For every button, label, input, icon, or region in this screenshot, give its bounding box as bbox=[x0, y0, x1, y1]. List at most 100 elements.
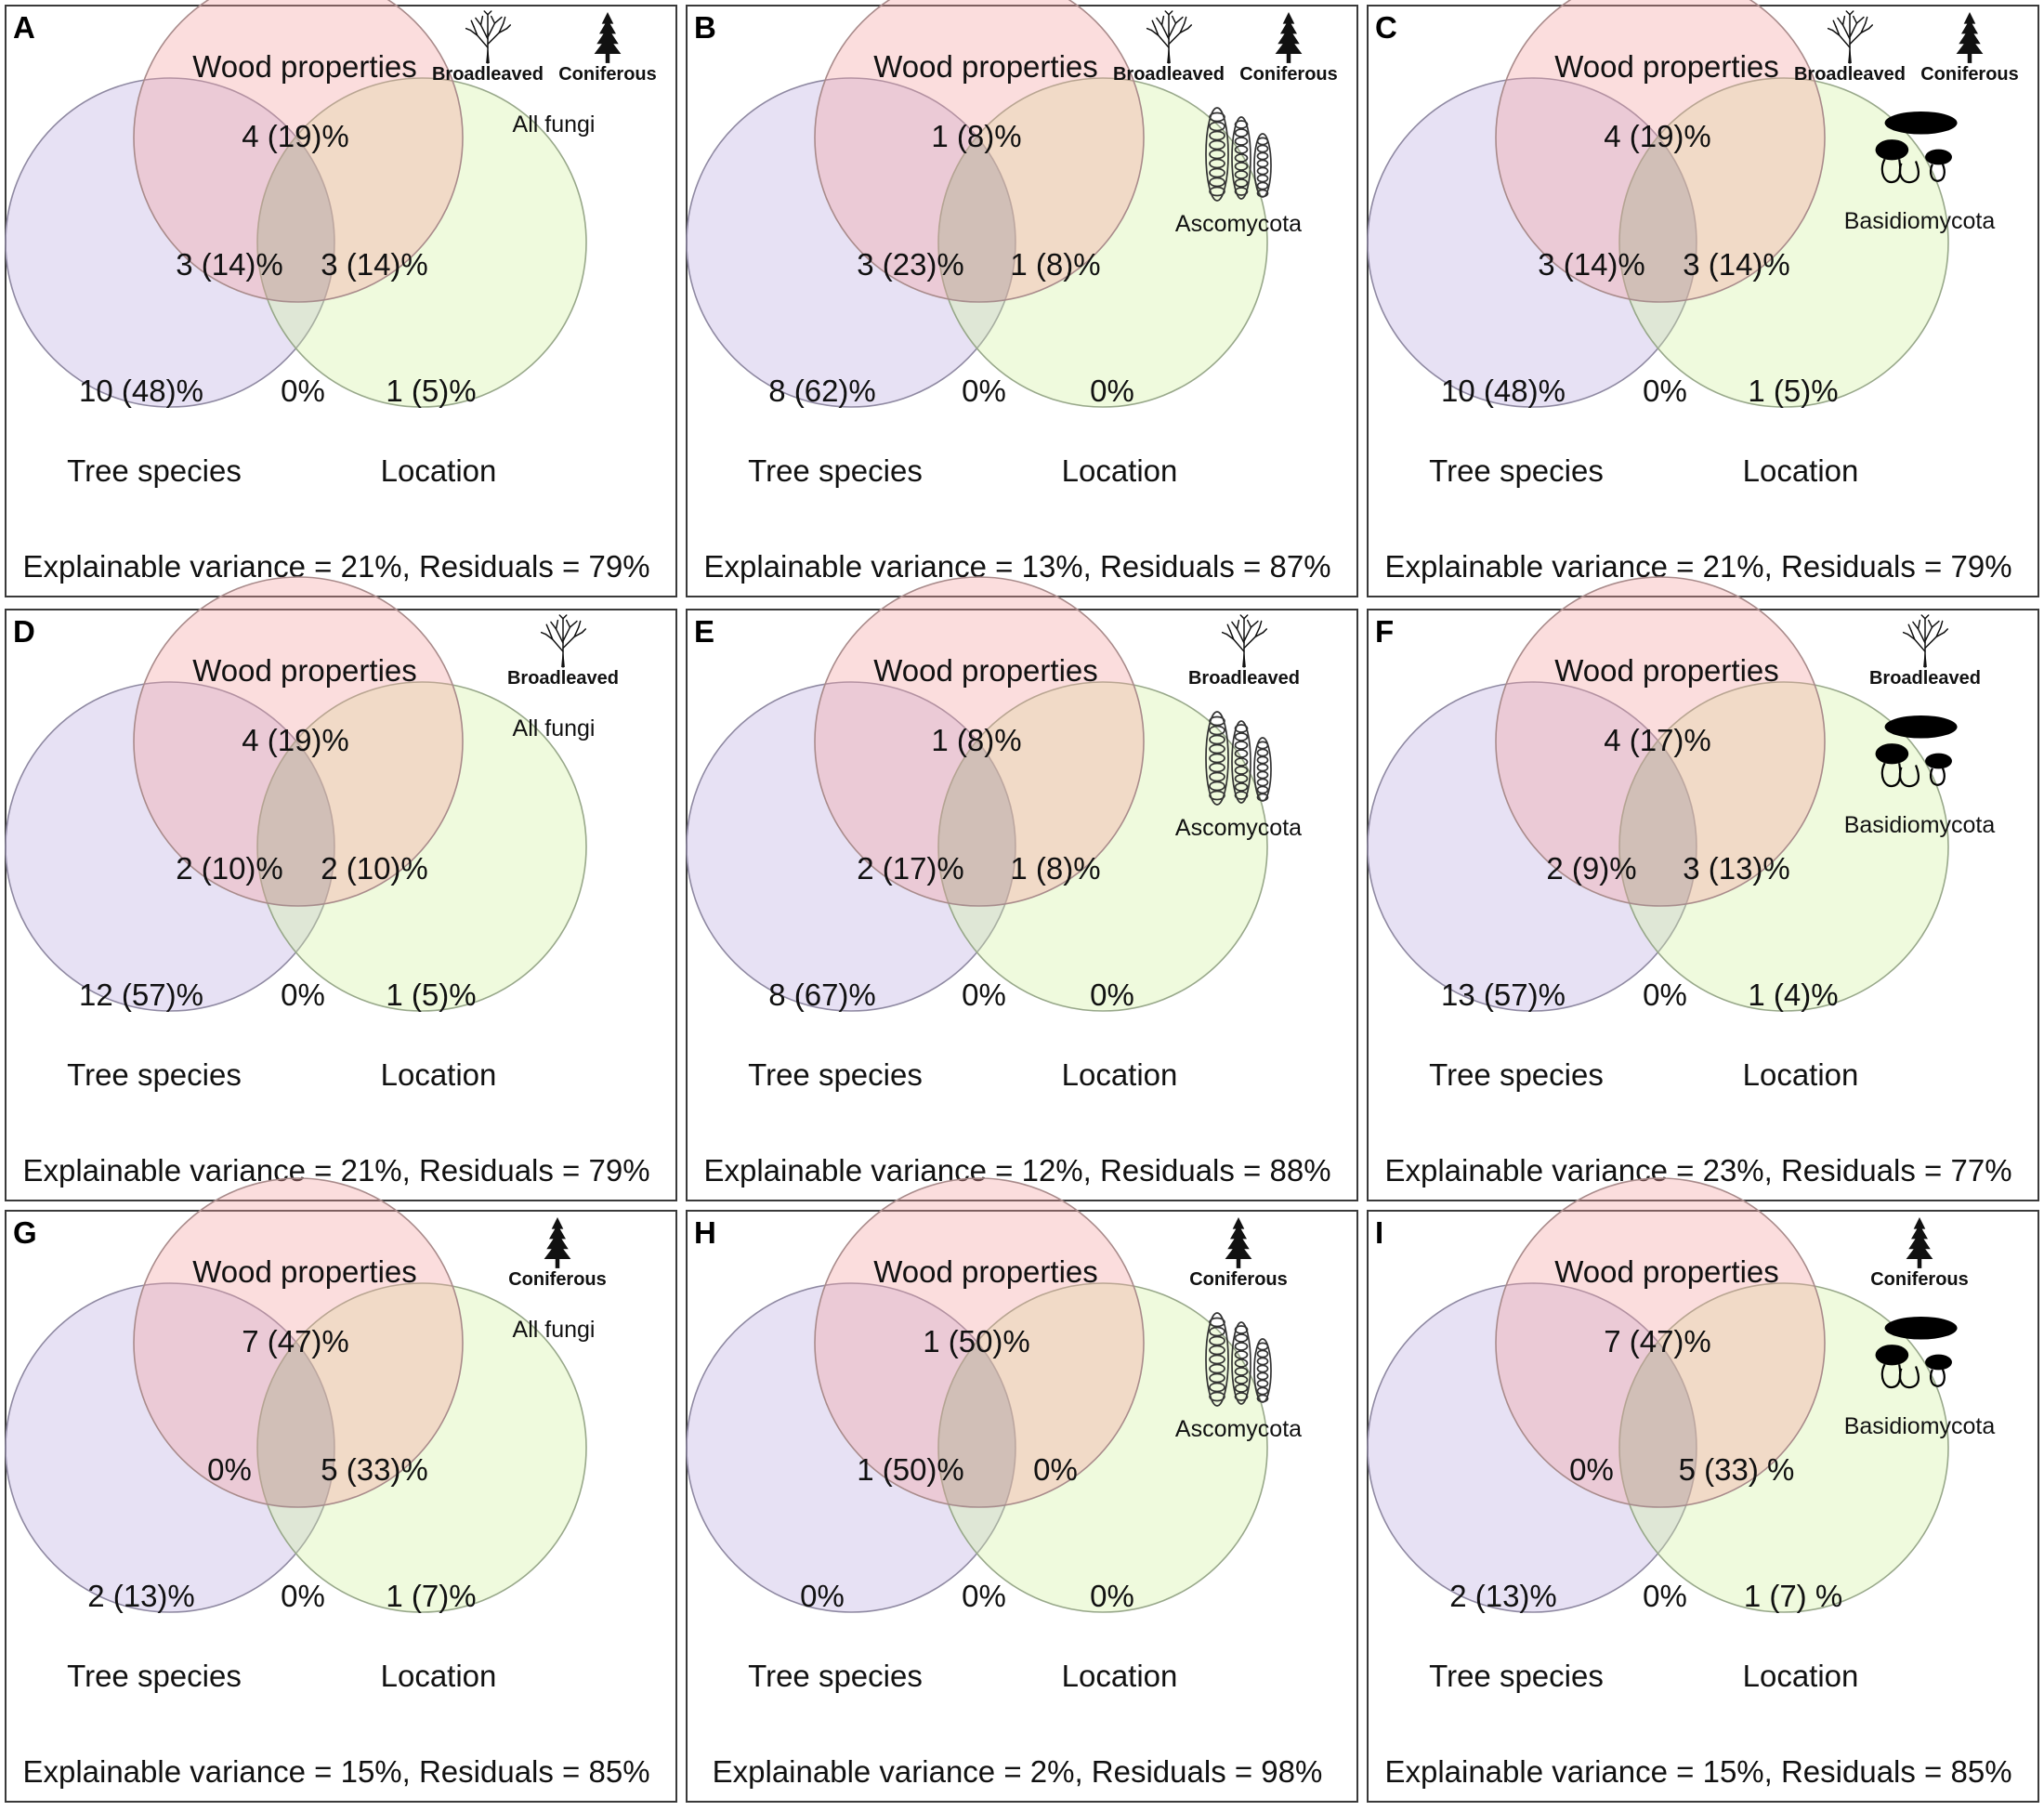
broadleaved-tree-icon bbox=[465, 10, 512, 64]
tree-species-label: Tree species bbox=[1429, 453, 1604, 488]
wood-only-value: 4 (19)% bbox=[242, 723, 349, 757]
panel-c: C Wood properties 4 (19)% 3 (14)% 3 (14)% 10 … bbox=[1367, 0, 2039, 597]
location-label: Location bbox=[381, 1057, 497, 1092]
wood-properties-circle bbox=[133, 576, 464, 907]
panel-frame bbox=[5, 609, 677, 1201]
tree-only-value: 2 (13)% bbox=[1449, 1579, 1557, 1613]
fungal-group-label: Basidiomycota bbox=[1844, 208, 1996, 234]
panel-g: G Wood properties 7 (47)% 0% 5 (33)% 2 (13)% 0… bbox=[5, 1177, 677, 1803]
panel-f: F Wood properties 4 (17)% 2 (9)% 3 (13)% 13 (… bbox=[1367, 576, 2039, 1201]
coniferous-label: Coniferous bbox=[1870, 1269, 1969, 1290]
location-label: Location bbox=[381, 1659, 497, 1693]
wood-only-value: 1 (8)% bbox=[931, 723, 1021, 757]
wood-tree-overlap-value: 3 (14)% bbox=[1538, 247, 1645, 282]
broadleaved-tree-icon bbox=[1146, 10, 1193, 64]
tree-species-circle bbox=[686, 1282, 1016, 1613]
tree-species-label: Tree species bbox=[1429, 1057, 1604, 1092]
wood-location-overlap-value: 3 (14)% bbox=[1683, 247, 1790, 282]
tree-only-value: 10 (48)% bbox=[1441, 374, 1566, 408]
wood-properties-circle bbox=[133, 0, 464, 303]
panel-label: A bbox=[13, 10, 35, 45]
center-overlap-value: 0% bbox=[1643, 978, 1687, 1012]
tree-species-circle bbox=[5, 681, 335, 1012]
wood-location-overlap-value: 3 (14)% bbox=[321, 247, 428, 282]
coniferous-tree-icon bbox=[1275, 12, 1303, 63]
wood-properties-circle bbox=[1495, 0, 1826, 303]
wood-properties-label: Wood properties bbox=[192, 1254, 417, 1289]
panel-frame bbox=[1367, 1210, 2039, 1803]
wood-location-overlap-value: 2 (10)% bbox=[321, 851, 428, 886]
location-label: Location bbox=[1743, 1659, 1859, 1693]
wood-tree-overlap-value: 3 (23)% bbox=[857, 247, 964, 282]
location-circle bbox=[1618, 77, 1949, 408]
tree-species-circle bbox=[5, 77, 335, 408]
coniferous-tree-icon bbox=[594, 12, 622, 63]
panel-frame bbox=[1367, 609, 2039, 1201]
wood-location-overlap-value: 1 (8)% bbox=[1010, 851, 1100, 886]
location-only-value: 1 (5)% bbox=[1748, 374, 1838, 408]
wood-properties-label: Wood properties bbox=[873, 653, 1098, 688]
location-only-value: 1 (5)% bbox=[386, 374, 476, 408]
wood-tree-overlap-value: 0% bbox=[207, 1452, 252, 1487]
tree-only-value: 8 (62)% bbox=[768, 374, 876, 408]
variance-summary: Explainable variance = 15%, Residuals = … bbox=[1384, 1754, 2011, 1789]
center-overlap-value: 0% bbox=[281, 978, 325, 1012]
variance-summary: Explainable variance = 21%, Residuals = … bbox=[22, 1153, 649, 1188]
broadleaved-label: Broadleaved bbox=[507, 668, 619, 689]
wood-location-overlap-value: 1 (8)% bbox=[1010, 247, 1100, 282]
fungal-group-label: Basidiomycota bbox=[1844, 812, 1996, 838]
wood-properties-circle bbox=[133, 1177, 464, 1508]
wood-tree-overlap-value: 3 (14)% bbox=[176, 247, 283, 282]
location-only-value: 0% bbox=[1090, 978, 1134, 1012]
wood-properties-circle bbox=[1495, 576, 1826, 907]
panel-label: I bbox=[1375, 1215, 1383, 1250]
location-only-value: 0% bbox=[1090, 1579, 1134, 1613]
fungal-group-label: Basidiomycota bbox=[1844, 1413, 1996, 1439]
location-only-value: 1 (4)% bbox=[1748, 978, 1838, 1012]
coniferous-label: Coniferous bbox=[1239, 64, 1338, 85]
coniferous-tree-icon bbox=[1906, 1217, 1933, 1268]
broadleaved-label: Broadleaved bbox=[1869, 668, 1981, 689]
location-only-value: 0% bbox=[1090, 374, 1134, 408]
panel-b: B Wood properties 1 (8)% 3 (23)% 1 (8)% 8 (62… bbox=[686, 0, 1358, 597]
coniferous-label: Coniferous bbox=[558, 64, 657, 85]
tree-species-circle bbox=[686, 681, 1016, 1012]
location-circle bbox=[937, 1282, 1268, 1613]
panel-label: E bbox=[694, 614, 714, 649]
wood-tree-overlap-value: 2 (17)% bbox=[857, 851, 964, 886]
variance-summary: Explainable variance = 21%, Residuals = … bbox=[22, 549, 649, 584]
tree-species-circle bbox=[1367, 681, 1697, 1012]
wood-location-overlap-value: 5 (33)% bbox=[321, 1452, 428, 1487]
wood-location-overlap-value: 0% bbox=[1033, 1452, 1078, 1487]
center-overlap-value: 0% bbox=[281, 1579, 325, 1613]
location-only-value: 1 (5)% bbox=[386, 978, 476, 1012]
wood-only-value: 1 (8)% bbox=[931, 119, 1021, 153]
center-overlap-value: 0% bbox=[1643, 374, 1687, 408]
panel-frame bbox=[686, 5, 1358, 597]
broadleaved-tree-icon bbox=[1902, 614, 1949, 668]
tree-only-value: 12 (57)% bbox=[79, 978, 203, 1012]
broadleaved-label: Broadleaved bbox=[1794, 64, 1906, 85]
panel-frame bbox=[5, 5, 677, 597]
fungal-group-label: Ascomycota bbox=[1175, 815, 1302, 841]
location-label: Location bbox=[1062, 1057, 1178, 1092]
broadleaved-label: Broadleaved bbox=[1188, 668, 1300, 689]
location-label: Location bbox=[1062, 453, 1178, 488]
wood-only-value: 4 (17)% bbox=[1604, 723, 1711, 757]
coniferous-label: Coniferous bbox=[508, 1269, 607, 1290]
location-circle bbox=[1618, 681, 1949, 1012]
tree-species-label: Tree species bbox=[748, 1057, 923, 1092]
wood-location-overlap-value: 5 (33) % bbox=[1679, 1452, 1795, 1487]
fungal-group-label: All fungi bbox=[513, 1317, 596, 1343]
location-label: Location bbox=[1743, 1057, 1859, 1092]
wood-location-overlap-value: 3 (13)% bbox=[1683, 851, 1790, 886]
tree-species-circle bbox=[686, 77, 1016, 408]
center-overlap-value: 0% bbox=[281, 374, 325, 408]
panel-frame bbox=[686, 609, 1358, 1201]
wood-properties-label: Wood properties bbox=[1554, 653, 1779, 688]
variance-summary: Explainable variance = 15%, Residuals = … bbox=[22, 1754, 649, 1789]
location-circle bbox=[937, 681, 1268, 1012]
tree-species-label: Tree species bbox=[67, 453, 242, 488]
tree-only-value: 2 (13)% bbox=[87, 1579, 195, 1613]
